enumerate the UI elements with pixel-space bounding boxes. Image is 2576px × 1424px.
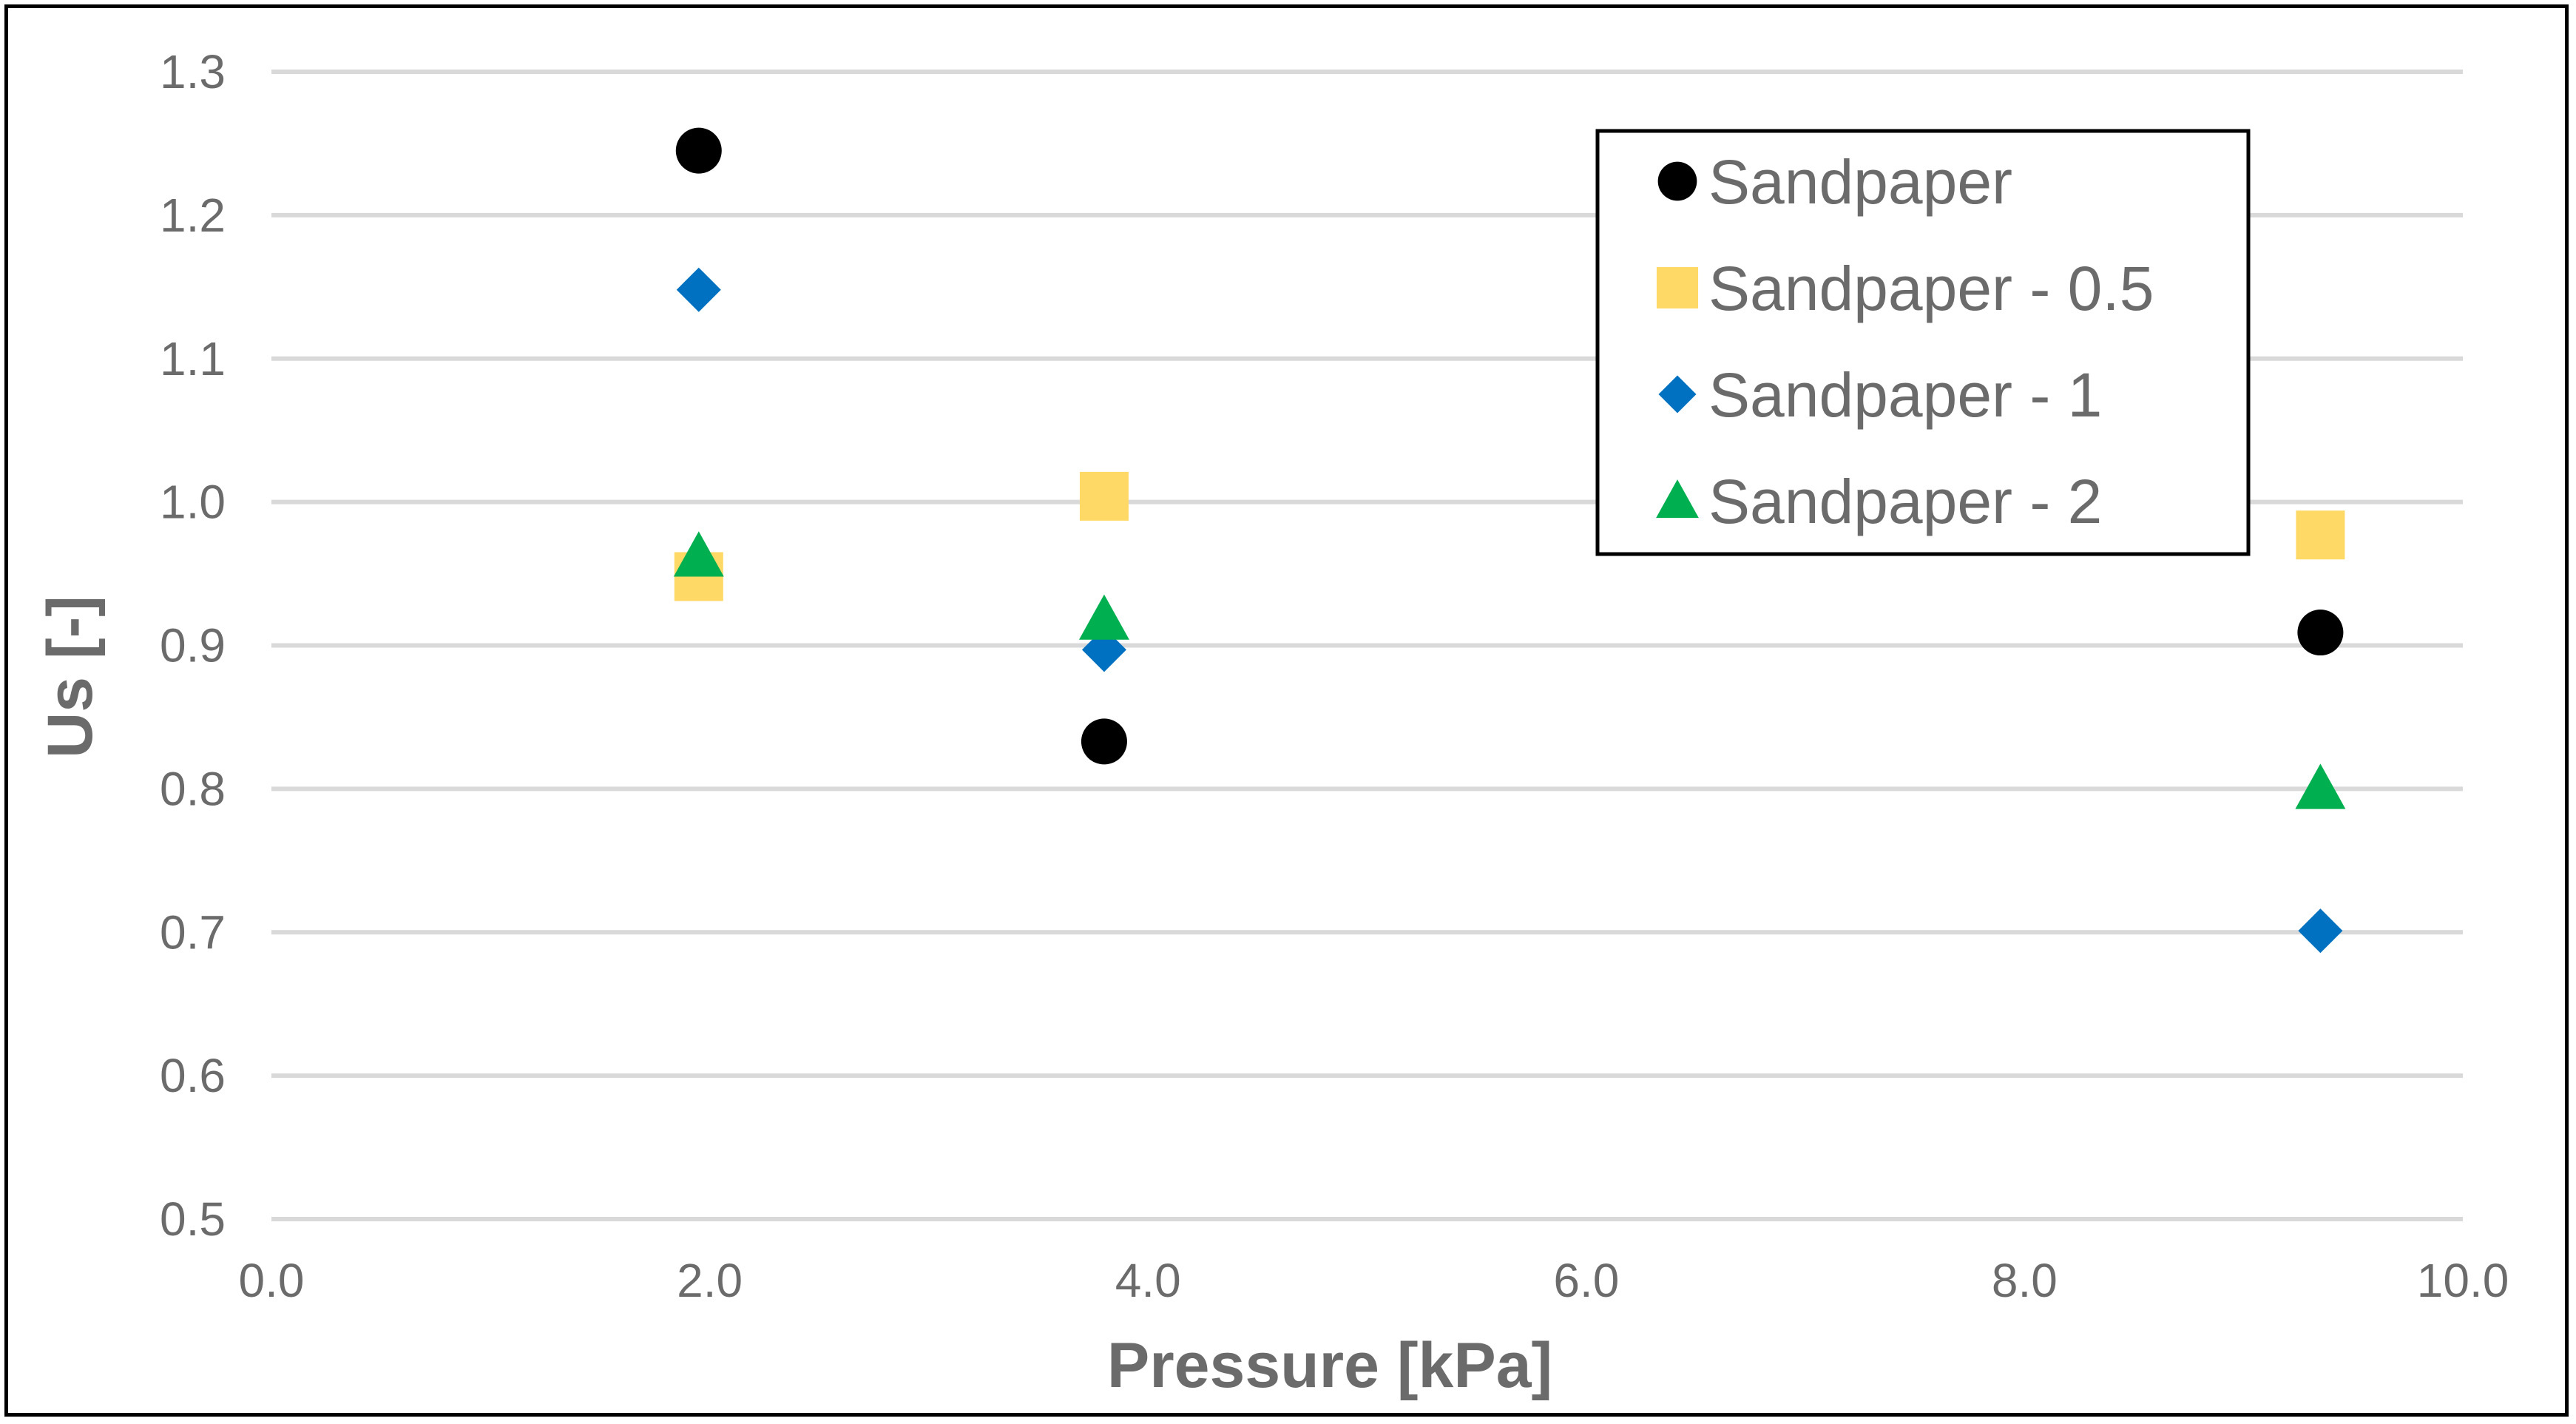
x-tick-label: 10.0 — [2417, 1254, 2509, 1307]
legend-marker-sandpaper — [1657, 161, 1697, 201]
point-sandpaper-2 — [2297, 610, 2344, 656]
legend-marker-sandpaper-0-5 — [1656, 266, 1699, 309]
data-points — [673, 127, 2346, 954]
point-sandpaper-1-0 — [676, 267, 721, 312]
legend-marker-sandpaper-1 — [1658, 375, 1697, 414]
y-tick-label: 0.6 — [160, 1049, 226, 1102]
legend-label-sandpaper-1: Sandpaper - 1 — [1708, 360, 2102, 430]
y-tick-label: 1.1 — [160, 332, 226, 385]
x-tick-label: 6.0 — [1553, 1254, 1619, 1307]
legend: Sandpaper Sandpaper - 0.5 Sandpaper - 1 San… — [1595, 129, 2251, 556]
y-tick-label: 0.5 — [160, 1192, 226, 1246]
y-tick-label: 0.7 — [160, 905, 226, 959]
y-tick-label: 1.0 — [160, 476, 226, 529]
point-sandpaper-2-1 — [1078, 594, 1129, 640]
point-sandpaper-1 — [1081, 718, 1127, 765]
point-sandpaper-0 — [675, 127, 722, 174]
point-sandpaper-2-0 — [673, 531, 724, 577]
x-tick-label: 0.0 — [239, 1254, 305, 1307]
y-tick-label: 1.2 — [160, 189, 226, 242]
legend-label-sandpaper-0-5: Sandpaper - 0.5 — [1708, 254, 2154, 323]
x-tick-label: 2.0 — [677, 1254, 743, 1307]
y-tick-label: 0.8 — [160, 762, 226, 815]
y-axis-ticks: 0.5 0.6 0.7 0.8 0.9 1.0 1.1 1.2 1.3 — [160, 45, 226, 1246]
x-axis-ticks: 0.0 2.0 4.0 6.0 8.0 10.0 — [239, 1254, 2509, 1307]
point-sandpaper-1-2 — [2298, 908, 2343, 954]
x-tick-label: 8.0 — [1992, 1254, 2058, 1307]
x-tick-label: 4.0 — [1115, 1254, 1181, 1307]
point-sandpaper-2-2 — [2295, 763, 2346, 809]
x-axis-title: Pressure [kPa] — [1107, 1330, 1552, 1401]
y-tick-label: 0.9 — [160, 619, 226, 672]
legend-marker-sandpaper-2 — [1656, 479, 1699, 519]
y-tick-label: 1.3 — [160, 45, 226, 98]
y-axis-title: Us [-] — [35, 595, 106, 758]
legend-label-sandpaper-2: Sandpaper - 2 — [1708, 467, 2102, 536]
point-sandpaper-0-5-1 — [1079, 471, 1129, 521]
legend-box — [1595, 129, 2251, 556]
legend-label-sandpaper: Sandpaper — [1708, 147, 2012, 217]
point-sandpaper-0-5-2 — [2296, 510, 2345, 560]
